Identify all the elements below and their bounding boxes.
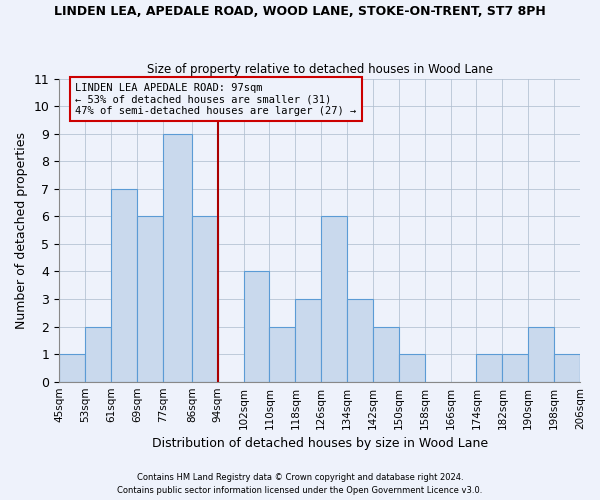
Text: Contains HM Land Registry data © Crown copyright and database right 2024.
Contai: Contains HM Land Registry data © Crown c… (118, 474, 482, 495)
Bar (244, 272, 269, 382)
Y-axis label: Number of detached properties: Number of detached properties (15, 132, 28, 328)
Bar (502, 354, 528, 382)
X-axis label: Distribution of detached houses by size in Wood Lane: Distribution of detached houses by size … (152, 437, 488, 450)
Bar (554, 354, 580, 382)
Bar (137, 216, 163, 382)
Bar (399, 354, 425, 382)
Bar (85, 326, 111, 382)
Bar (528, 326, 554, 382)
Bar (111, 189, 137, 382)
Bar (59, 354, 85, 382)
Text: LINDEN LEA APEDALE ROAD: 97sqm
← 53% of detached houses are smaller (31)
47% of : LINDEN LEA APEDALE ROAD: 97sqm ← 53% of … (76, 82, 356, 116)
Text: LINDEN LEA, APEDALE ROAD, WOOD LANE, STOKE-ON-TRENT, ST7 8PH: LINDEN LEA, APEDALE ROAD, WOOD LANE, STO… (54, 5, 546, 18)
Title: Size of property relative to detached houses in Wood Lane: Size of property relative to detached ho… (146, 63, 493, 76)
Bar (373, 326, 399, 382)
Bar (321, 216, 347, 382)
Bar (295, 299, 321, 382)
Bar (580, 354, 600, 382)
Bar (476, 354, 502, 382)
Bar (347, 299, 373, 382)
Bar (192, 216, 218, 382)
Bar (163, 134, 192, 382)
Bar (269, 326, 295, 382)
